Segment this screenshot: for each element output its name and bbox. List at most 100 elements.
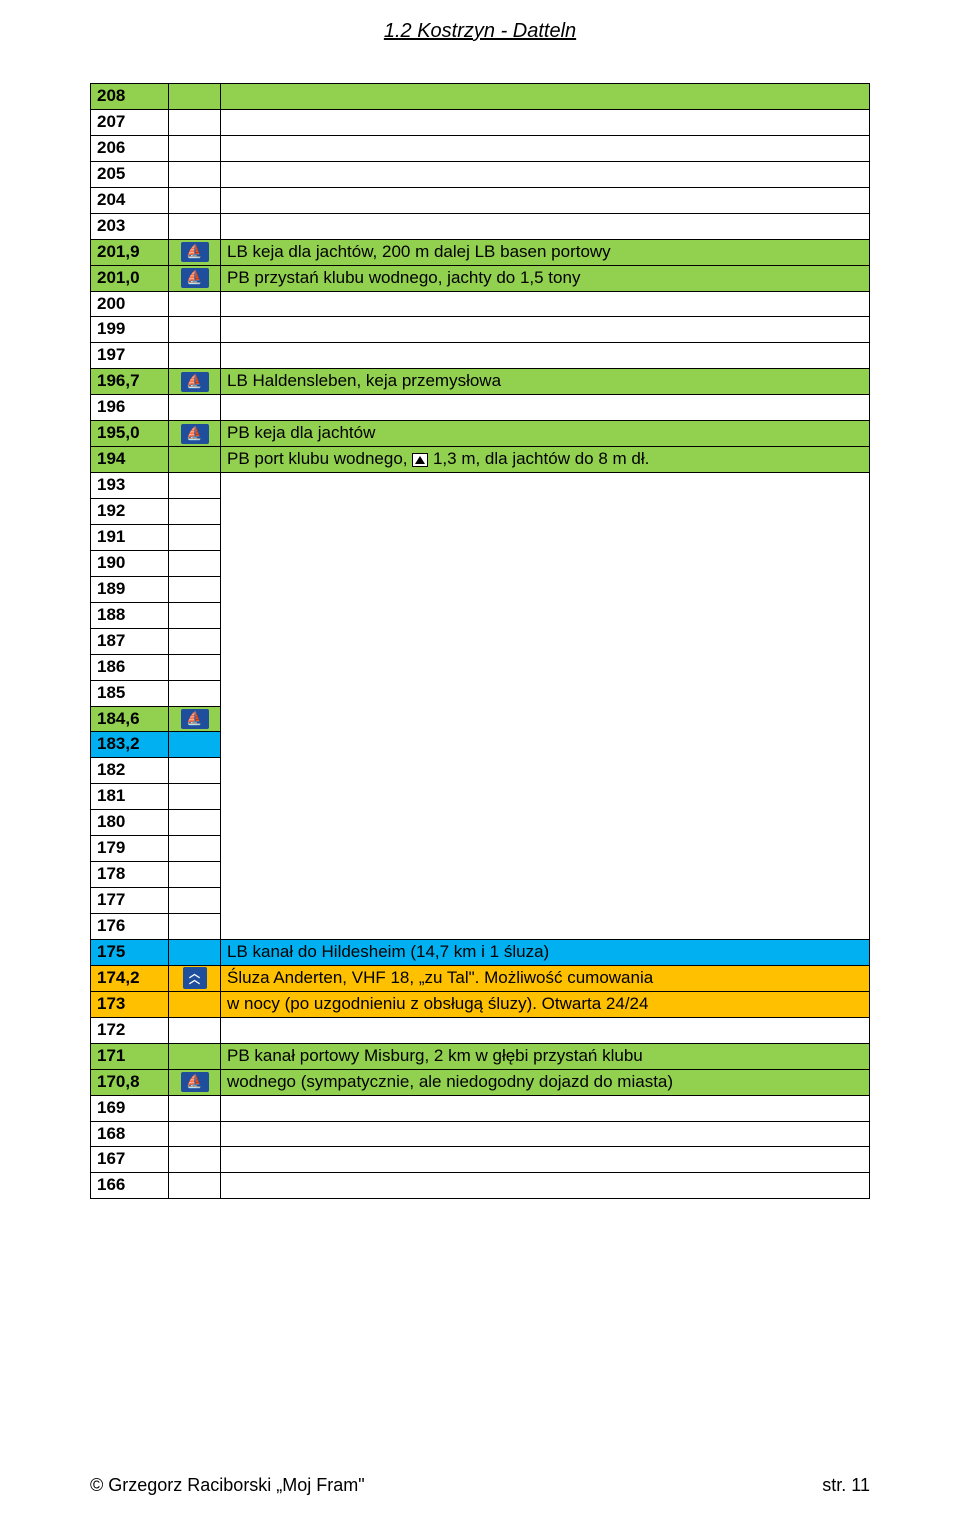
km-cell: 201,9 bbox=[91, 239, 169, 265]
icon-cell bbox=[169, 888, 221, 914]
km-cell: 196 bbox=[91, 395, 169, 421]
icon-cell bbox=[169, 862, 221, 888]
icon-cell bbox=[169, 395, 221, 421]
boat-icon bbox=[181, 709, 209, 729]
icon-cell bbox=[169, 109, 221, 135]
desc-cell bbox=[221, 317, 870, 343]
km-cell: 189 bbox=[91, 576, 169, 602]
km-cell: 177 bbox=[91, 888, 169, 914]
icon-cell bbox=[169, 1069, 221, 1095]
desc-cell: LB Haldensleben, keja przemysłowa bbox=[221, 369, 870, 395]
desc-cell: w nocy (po uzgodnieniu z obsługą śluzy).… bbox=[221, 991, 870, 1017]
km-cell: 187 bbox=[91, 628, 169, 654]
km-cell: 206 bbox=[91, 135, 169, 161]
desc-cell bbox=[221, 395, 870, 421]
table-row: 205 bbox=[91, 161, 870, 187]
desc-cell bbox=[221, 84, 870, 110]
km-cell: 191 bbox=[91, 524, 169, 550]
km-cell: 168 bbox=[91, 1121, 169, 1147]
table-row: 199 bbox=[91, 317, 870, 343]
desc-cell: LB keja dla jachtów, 200 m dalej LB base… bbox=[221, 239, 870, 265]
km-cell: 190 bbox=[91, 550, 169, 576]
icon-cell bbox=[169, 550, 221, 576]
km-cell: 200 bbox=[91, 291, 169, 317]
km-cell: 199 bbox=[91, 317, 169, 343]
km-cell: 201,0 bbox=[91, 265, 169, 291]
km-cell: 207 bbox=[91, 109, 169, 135]
boat-icon bbox=[181, 242, 209, 262]
table-row: 206 bbox=[91, 135, 870, 161]
icon-cell bbox=[169, 706, 221, 732]
icon-cell bbox=[169, 576, 221, 602]
icon-cell bbox=[169, 369, 221, 395]
icon-cell bbox=[169, 291, 221, 317]
desc-cell: PB kanał portowy Misburg, 2 km w głębi p… bbox=[221, 1043, 870, 1069]
map-cell: Port bbox=[221, 473, 870, 940]
table-row: 196,7LB Haldensleben, keja przemysłowa bbox=[91, 369, 870, 395]
km-cell: 174,2 bbox=[91, 965, 169, 991]
km-cell: 197 bbox=[91, 343, 169, 369]
km-cell: 186 bbox=[91, 654, 169, 680]
desc-cell bbox=[221, 1147, 870, 1173]
lock-chevron-icon: ︿︿ bbox=[183, 967, 207, 989]
desc-cell bbox=[221, 291, 870, 317]
table-row: 204 bbox=[91, 187, 870, 213]
icon-cell bbox=[169, 421, 221, 447]
icon-cell bbox=[169, 680, 221, 706]
icon-cell bbox=[169, 1043, 221, 1069]
icon-cell bbox=[169, 317, 221, 343]
desc-cell bbox=[221, 213, 870, 239]
desc-cell: LB kanał do Hildesheim (14,7 km i 1 śluz… bbox=[221, 939, 870, 965]
km-cell: 171 bbox=[91, 1043, 169, 1069]
icon-cell bbox=[169, 1095, 221, 1121]
table-row: 173 w nocy (po uzgodnieniu z obsługą śluz… bbox=[91, 991, 870, 1017]
icon-cell bbox=[169, 836, 221, 862]
icon-cell bbox=[169, 524, 221, 550]
km-cell: 184,6 bbox=[91, 706, 169, 732]
footer-copyright: © Grzegorz Raciborski „Moj Fram" bbox=[90, 1475, 365, 1496]
km-cell: 179 bbox=[91, 836, 169, 862]
footer: © Grzegorz Raciborski „Moj Fram" str. 11 bbox=[90, 1475, 870, 1496]
desc-cell bbox=[221, 1121, 870, 1147]
icon-cell bbox=[169, 810, 221, 836]
icon-cell bbox=[169, 628, 221, 654]
km-cell: 208 bbox=[91, 84, 169, 110]
icon-cell bbox=[169, 265, 221, 291]
table-row: 201,0 PB przystań klubu wodnego, jachty d… bbox=[91, 265, 870, 291]
km-cell: 181 bbox=[91, 784, 169, 810]
km-cell: 183,2 bbox=[91, 732, 169, 758]
desc-cell bbox=[221, 187, 870, 213]
km-cell: 182 bbox=[91, 758, 169, 784]
boat-icon bbox=[181, 1072, 209, 1092]
table-row: 201,9 LB keja dla jachtów, 200 m dalej LB… bbox=[91, 239, 870, 265]
icon-cell bbox=[169, 758, 221, 784]
icon-cell bbox=[169, 473, 221, 499]
km-cell: 170,8 bbox=[91, 1069, 169, 1095]
km-cell: 188 bbox=[91, 602, 169, 628]
icon-cell bbox=[169, 84, 221, 110]
km-cell: 185 bbox=[91, 680, 169, 706]
desc-cell bbox=[221, 109, 870, 135]
table-row: 170,8 wodnego (sympatycznie, ale niedogod… bbox=[91, 1069, 870, 1095]
desc-cell: PB keja dla jachtów bbox=[221, 421, 870, 447]
table-row: 174,2︿︿Śluza Anderten, VHF 18, „zu Tal".… bbox=[91, 965, 870, 991]
desc-cell bbox=[221, 1017, 870, 1043]
table-row: 203 bbox=[91, 213, 870, 239]
km-cell: 167 bbox=[91, 1147, 169, 1173]
km-cell: 203 bbox=[91, 213, 169, 239]
table-row: 196 bbox=[91, 395, 870, 421]
boat-icon bbox=[181, 372, 209, 392]
table-row: 166 bbox=[91, 1173, 870, 1199]
icon-cell bbox=[169, 1017, 221, 1043]
boat-icon bbox=[181, 268, 209, 288]
desc-cell: wodnego (sympatycznie, ale niedogodny do… bbox=[221, 1069, 870, 1095]
desc-cell bbox=[221, 161, 870, 187]
km-cell: 173 bbox=[91, 991, 169, 1017]
km-cell: 178 bbox=[91, 862, 169, 888]
icon-cell bbox=[169, 991, 221, 1017]
icon-cell bbox=[169, 732, 221, 758]
table-row: 208 bbox=[91, 84, 870, 110]
km-cell: 176 bbox=[91, 914, 169, 940]
desc-cell: PB przystań klubu wodnego, jachty do 1,5… bbox=[221, 265, 870, 291]
icon-cell bbox=[169, 135, 221, 161]
